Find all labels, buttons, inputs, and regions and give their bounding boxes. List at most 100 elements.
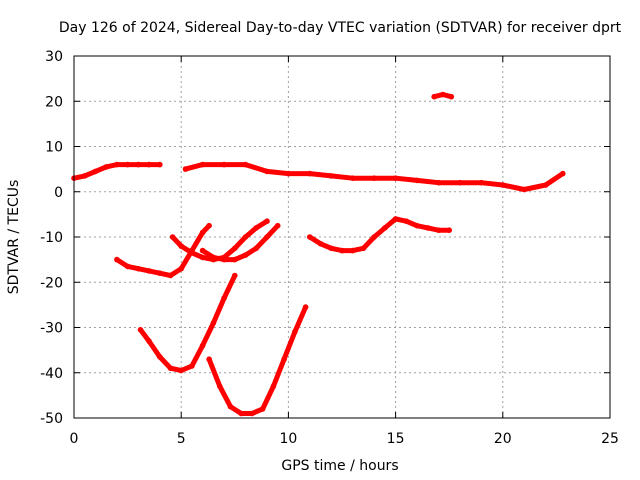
data-point	[307, 170, 313, 177]
data-point	[371, 175, 378, 181]
data-point	[157, 270, 163, 277]
y-tick-label: -30	[40, 321, 63, 337]
data-point	[178, 367, 184, 374]
data-point	[221, 256, 227, 263]
y-tick-label: -10	[40, 230, 63, 246]
data-point	[242, 161, 249, 168]
data-point	[169, 234, 176, 240]
data-point	[435, 227, 442, 233]
data-point	[217, 383, 223, 390]
data-point	[103, 164, 109, 170]
data-point	[281, 356, 287, 363]
y-tick-label: 0	[54, 185, 63, 201]
y-tick-label: 30	[45, 49, 63, 65]
data-point	[199, 342, 206, 349]
data-series	[71, 91, 566, 417]
data-point	[137, 327, 144, 333]
data-point	[249, 410, 255, 417]
data-point	[392, 216, 399, 222]
data-point	[242, 234, 249, 240]
data-point	[157, 354, 163, 360]
data-point	[199, 247, 206, 254]
data-point	[285, 170, 292, 177]
data-point	[264, 168, 270, 175]
x-tick-label: 5	[177, 431, 186, 447]
data-point	[274, 222, 281, 229]
data-point	[221, 295, 227, 301]
data-point	[189, 363, 195, 369]
data-point	[264, 234, 270, 240]
data-point	[270, 383, 277, 390]
y-tick-label: 20	[45, 94, 63, 110]
data-point	[440, 91, 446, 98]
data-point	[307, 234, 313, 240]
data-point	[382, 225, 388, 231]
data-point	[414, 222, 420, 229]
data-point	[349, 175, 356, 181]
data-point	[542, 182, 549, 188]
data-point	[146, 268, 152, 274]
series-line-trace-f	[206, 304, 309, 416]
data-point	[221, 161, 227, 168]
data-point	[238, 410, 244, 417]
data-point	[392, 175, 399, 181]
data-point	[114, 256, 120, 263]
data-point	[259, 406, 266, 412]
data-point	[232, 245, 238, 252]
data-point	[157, 161, 163, 168]
x-tick-label: 25	[601, 431, 619, 447]
data-point	[302, 304, 309, 310]
data-point	[264, 218, 270, 224]
data-point	[317, 241, 324, 247]
y-tick-label: 10	[45, 140, 63, 156]
data-point	[328, 173, 335, 179]
data-point	[210, 320, 217, 326]
y-tick-label: -50	[40, 411, 63, 427]
chart-title: Day 126 of 2024, Sidereal Day-to-day VTE…	[59, 20, 622, 36]
data-point	[448, 93, 455, 100]
data-point	[114, 161, 120, 168]
data-point	[560, 170, 566, 177]
data-point	[253, 225, 259, 231]
data-point	[135, 161, 142, 168]
data-point	[521, 186, 527, 193]
data-point	[210, 254, 217, 261]
data-point	[328, 245, 335, 252]
data-point	[206, 356, 212, 363]
series-line-trace-a	[114, 223, 212, 278]
x-tick-label: 15	[387, 431, 405, 447]
data-point	[92, 168, 99, 175]
data-point	[124, 161, 131, 168]
data-point	[135, 265, 142, 272]
data-point	[457, 179, 463, 186]
data-point	[403, 218, 410, 224]
grid	[74, 56, 610, 418]
data-point	[478, 179, 485, 186]
data-point	[371, 234, 378, 240]
data-point	[199, 254, 206, 261]
data-point	[199, 161, 206, 168]
data-point	[339, 247, 345, 254]
x-tick-label: 10	[279, 431, 297, 447]
data-point	[232, 272, 238, 279]
data-point	[292, 329, 298, 335]
data-point	[167, 365, 174, 372]
axis-ticks: 0 5 10 15 20 25 -50 -40 -30 -20 -10 0 10 20 30	[40, 49, 619, 447]
data-point	[227, 403, 234, 410]
data-point	[425, 225, 431, 231]
data-point	[232, 256, 238, 263]
y-tick-label: -40	[40, 366, 63, 382]
data-point	[146, 161, 152, 168]
series-line-trace-e	[138, 273, 238, 373]
data-point	[189, 250, 195, 256]
x-tick-label: 20	[494, 431, 512, 447]
y-axis-label: SDTVAR / TECUs	[6, 180, 22, 295]
data-point	[446, 227, 453, 233]
x-tick-label: 0	[70, 431, 79, 447]
x-axis-label: GPS time / hours	[281, 458, 398, 474]
data-point	[167, 272, 174, 279]
data-point	[360, 245, 367, 252]
data-point	[242, 252, 249, 258]
y-tick-label: -20	[40, 275, 63, 291]
